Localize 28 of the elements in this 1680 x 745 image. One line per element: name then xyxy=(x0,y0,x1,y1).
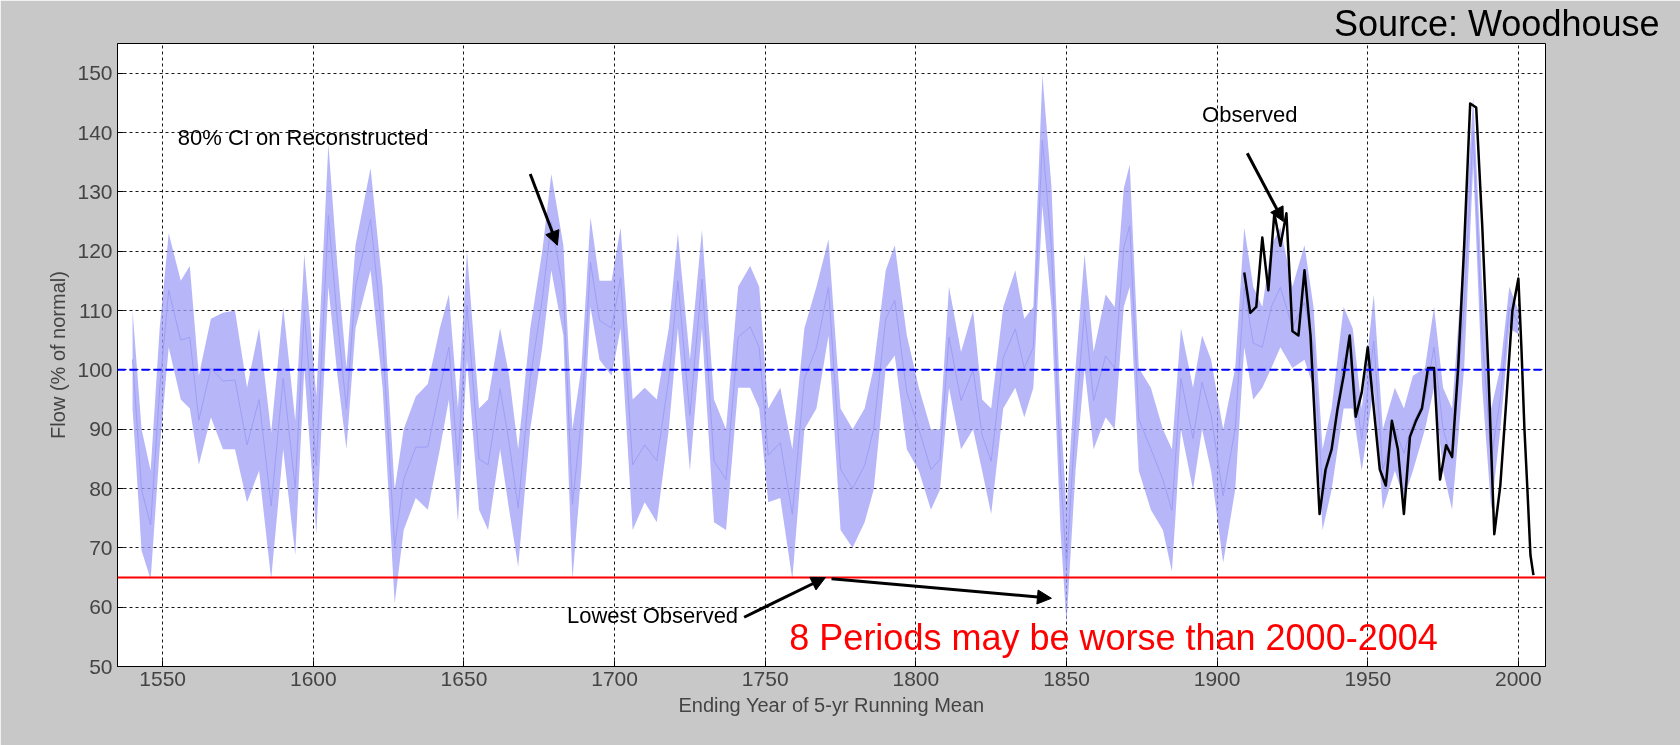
source-note: Source: Woodhouse xyxy=(1333,2,1660,44)
x-tick-label: 2000 xyxy=(1495,666,1542,690)
x-tick-label: 1800 xyxy=(892,666,940,690)
x-tick-label: 1550 xyxy=(139,666,187,690)
annotation: 80% CI on Reconstructed xyxy=(177,125,429,151)
y-tick-label: 110 xyxy=(79,298,113,322)
y-tick-label: 90 xyxy=(89,417,113,441)
x-tick-label: 1600 xyxy=(289,666,337,690)
x-tick-label: 1750 xyxy=(741,666,789,690)
y-tick-label: 60 xyxy=(89,595,113,619)
x-tick-label: 1950 xyxy=(1344,666,1392,690)
y-axis-title: Flow (% of normal) xyxy=(47,271,70,439)
annotation: Observed xyxy=(1202,101,1298,127)
y-tick-label: 150 xyxy=(77,61,113,85)
y-tick-label: 70 xyxy=(89,535,113,559)
y-tick-label: 80 xyxy=(89,476,113,500)
x-tick-label: 1850 xyxy=(1043,666,1090,690)
annotation: 8 Periods may be worse than 2000-2004 xyxy=(789,616,1438,658)
x-tick-label: 1700 xyxy=(591,666,638,690)
annotation: Lowest Observed xyxy=(566,602,739,628)
x-tick-label: 1900 xyxy=(1193,666,1241,690)
y-tick-label: 100 xyxy=(77,357,113,381)
x-tick-label: 1650 xyxy=(440,666,488,690)
y-tick-label: 130 xyxy=(77,179,113,203)
x-axis-title: Ending Year of 5-yr Running Mean xyxy=(678,693,985,716)
y-tick-label: 120 xyxy=(77,239,113,263)
y-tick-label: 50 xyxy=(89,654,113,678)
y-tick-label: 140 xyxy=(77,120,113,144)
